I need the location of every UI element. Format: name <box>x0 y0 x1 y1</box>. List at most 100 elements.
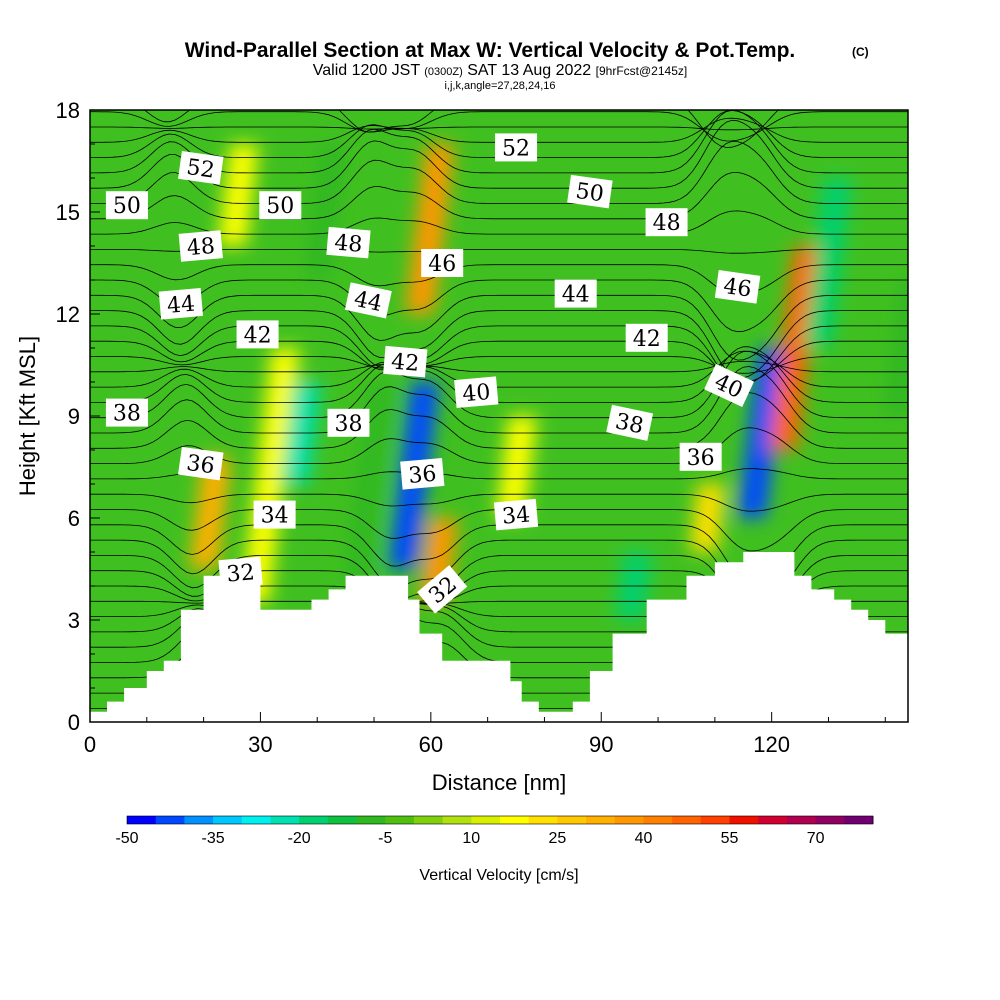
theta-contour-label: 38 <box>105 398 148 427</box>
theta-contour-label: 34 <box>493 498 539 531</box>
theta-contour-label: 44 <box>344 282 392 319</box>
x-tick-label: 0 <box>84 732 96 757</box>
theta-contour <box>90 171 908 220</box>
colorbar-swatch <box>786 816 817 824</box>
theta-contour-label: 36 <box>400 458 445 490</box>
velocity-band-12 <box>803 178 852 348</box>
theta-contour <box>90 294 908 361</box>
colorbar-tick-label: -5 <box>378 830 392 847</box>
valid-prefix: Valid 1200 JST <box>313 62 421 79</box>
colorbar-swatch <box>299 816 329 824</box>
velocity-band-14 <box>218 144 259 246</box>
theta-contour-label-text: 34 <box>501 502 531 529</box>
valid-time-line: Valid 1200 JST (0300Z) SAT 13 Aug 2022 [… <box>313 62 687 79</box>
theta-contour <box>90 249 908 254</box>
theta-contour-label-text: 38 <box>334 412 362 437</box>
theta-contour <box>90 310 908 379</box>
colorbar-swatch <box>586 816 616 824</box>
colorbar-swatch <box>758 816 788 824</box>
colorbar-swatch <box>528 816 558 824</box>
x-tick-label: 120 <box>753 732 790 757</box>
theta-contour-label: 36 <box>178 446 224 481</box>
theta-contour-label-text: 38 <box>613 409 646 439</box>
theta-contour-label-text: 42 <box>390 349 420 376</box>
colorbar-swatch <box>270 816 300 824</box>
theta-contour <box>90 493 908 512</box>
theta-contour-label-text: 34 <box>261 504 289 529</box>
valid-fcst: [9hrFcst@2145z] <box>596 64 688 78</box>
theta-contour <box>143 110 779 148</box>
valid-zulu: (0300Z) <box>424 66 463 78</box>
colorbar-tick-label: -35 <box>202 830 225 847</box>
copyright-mark: (C) <box>852 45 869 59</box>
x-tick-label: 60 <box>419 732 443 757</box>
theta-contour-label: 42 <box>236 320 279 349</box>
theta-contour-label-text: 40 <box>461 380 491 407</box>
theta-contour-label-text: 38 <box>113 402 141 427</box>
theta-contour <box>90 350 908 388</box>
colorbar-swatch <box>700 816 731 824</box>
theta-contour-label: 48 <box>326 226 371 259</box>
colorbar: -50 -35 -20 -5 10 25 40 55 70 <box>115 815 874 847</box>
theta-contour-label: 48 <box>178 230 223 262</box>
theta-contour-label-text: 48 <box>186 234 216 261</box>
theta-contour-label: 42 <box>383 345 428 378</box>
colorbar-swatch <box>815 816 845 824</box>
theta-contour-label-text: 36 <box>185 451 216 480</box>
theta-contour <box>90 340 908 384</box>
colorbar-swatch <box>844 816 874 824</box>
theta-contour <box>90 356 908 374</box>
colorbar-swatch <box>442 816 472 824</box>
theta-contour-label-text: 50 <box>574 179 605 208</box>
velocity-band-6 <box>405 144 455 314</box>
theta-contour-label: 44 <box>158 288 204 320</box>
velocity-band-7 <box>496 416 537 518</box>
velocity-band-15 <box>882 280 908 416</box>
velocity-band-3 <box>342 382 396 586</box>
theta-contour-label: 52 <box>495 133 538 162</box>
y-tick-label: 0 <box>68 710 80 735</box>
colorbar-tick-label: 25 <box>548 830 566 847</box>
theta-contour <box>90 366 908 434</box>
theta-contour-label: 50 <box>259 191 302 220</box>
theta-contour <box>90 264 908 296</box>
colorbar-swatch <box>672 816 702 824</box>
theta-contour-label: 38 <box>606 404 654 441</box>
theta-contour <box>90 427 908 464</box>
theta-contour-label-text: 42 <box>244 323 272 348</box>
theta-contour-label-text: 46 <box>428 252 456 277</box>
colorbar-swatch <box>557 816 587 824</box>
theta-contour-label-text: 36 <box>687 446 715 471</box>
colorbar-tick-label: -20 <box>288 830 311 847</box>
theta-contour-label: 48 <box>645 208 688 237</box>
theta-contour-label-text: 42 <box>633 327 661 352</box>
colorbar-tick-label: 55 <box>721 830 739 847</box>
theta-contour-label: 42 <box>625 323 668 352</box>
chart-title: Wind-Parallel Section at Max W: Vertical… <box>185 39 796 62</box>
colorbar-swatch <box>184 816 214 824</box>
theta-contour <box>90 111 908 142</box>
theta-contour-label: 38 <box>327 408 370 437</box>
colorbar-label: Vertical Velocity [cm/s] <box>419 867 578 884</box>
terrain-mask <box>90 552 908 722</box>
velocity-band-10 <box>737 348 787 518</box>
colorbar-swatch <box>327 816 358 824</box>
y-axis-label: Height [Kft MSL] <box>15 336 40 496</box>
y-tick-label: 15 <box>56 200 80 225</box>
theta-contour <box>90 140 908 204</box>
colorbar-swatch <box>413 816 444 824</box>
theta-contour <box>90 468 908 480</box>
theta-contour-label-text: 52 <box>502 136 530 161</box>
colorbar-swatch <box>643 816 673 824</box>
colorbar-swatch <box>127 816 157 824</box>
colorbar-swatch <box>500 816 530 824</box>
colorbar-swatch <box>385 816 415 824</box>
theta-contour-label: 46 <box>714 270 761 304</box>
theta-contour-label: 52 <box>178 151 224 185</box>
theta-contour <box>90 110 908 174</box>
theta-contour <box>90 119 908 189</box>
colorbar-tick-label: 70 <box>807 830 825 847</box>
theta-contour-label-text: 50 <box>113 194 141 219</box>
velocity-band-1 <box>240 348 300 603</box>
